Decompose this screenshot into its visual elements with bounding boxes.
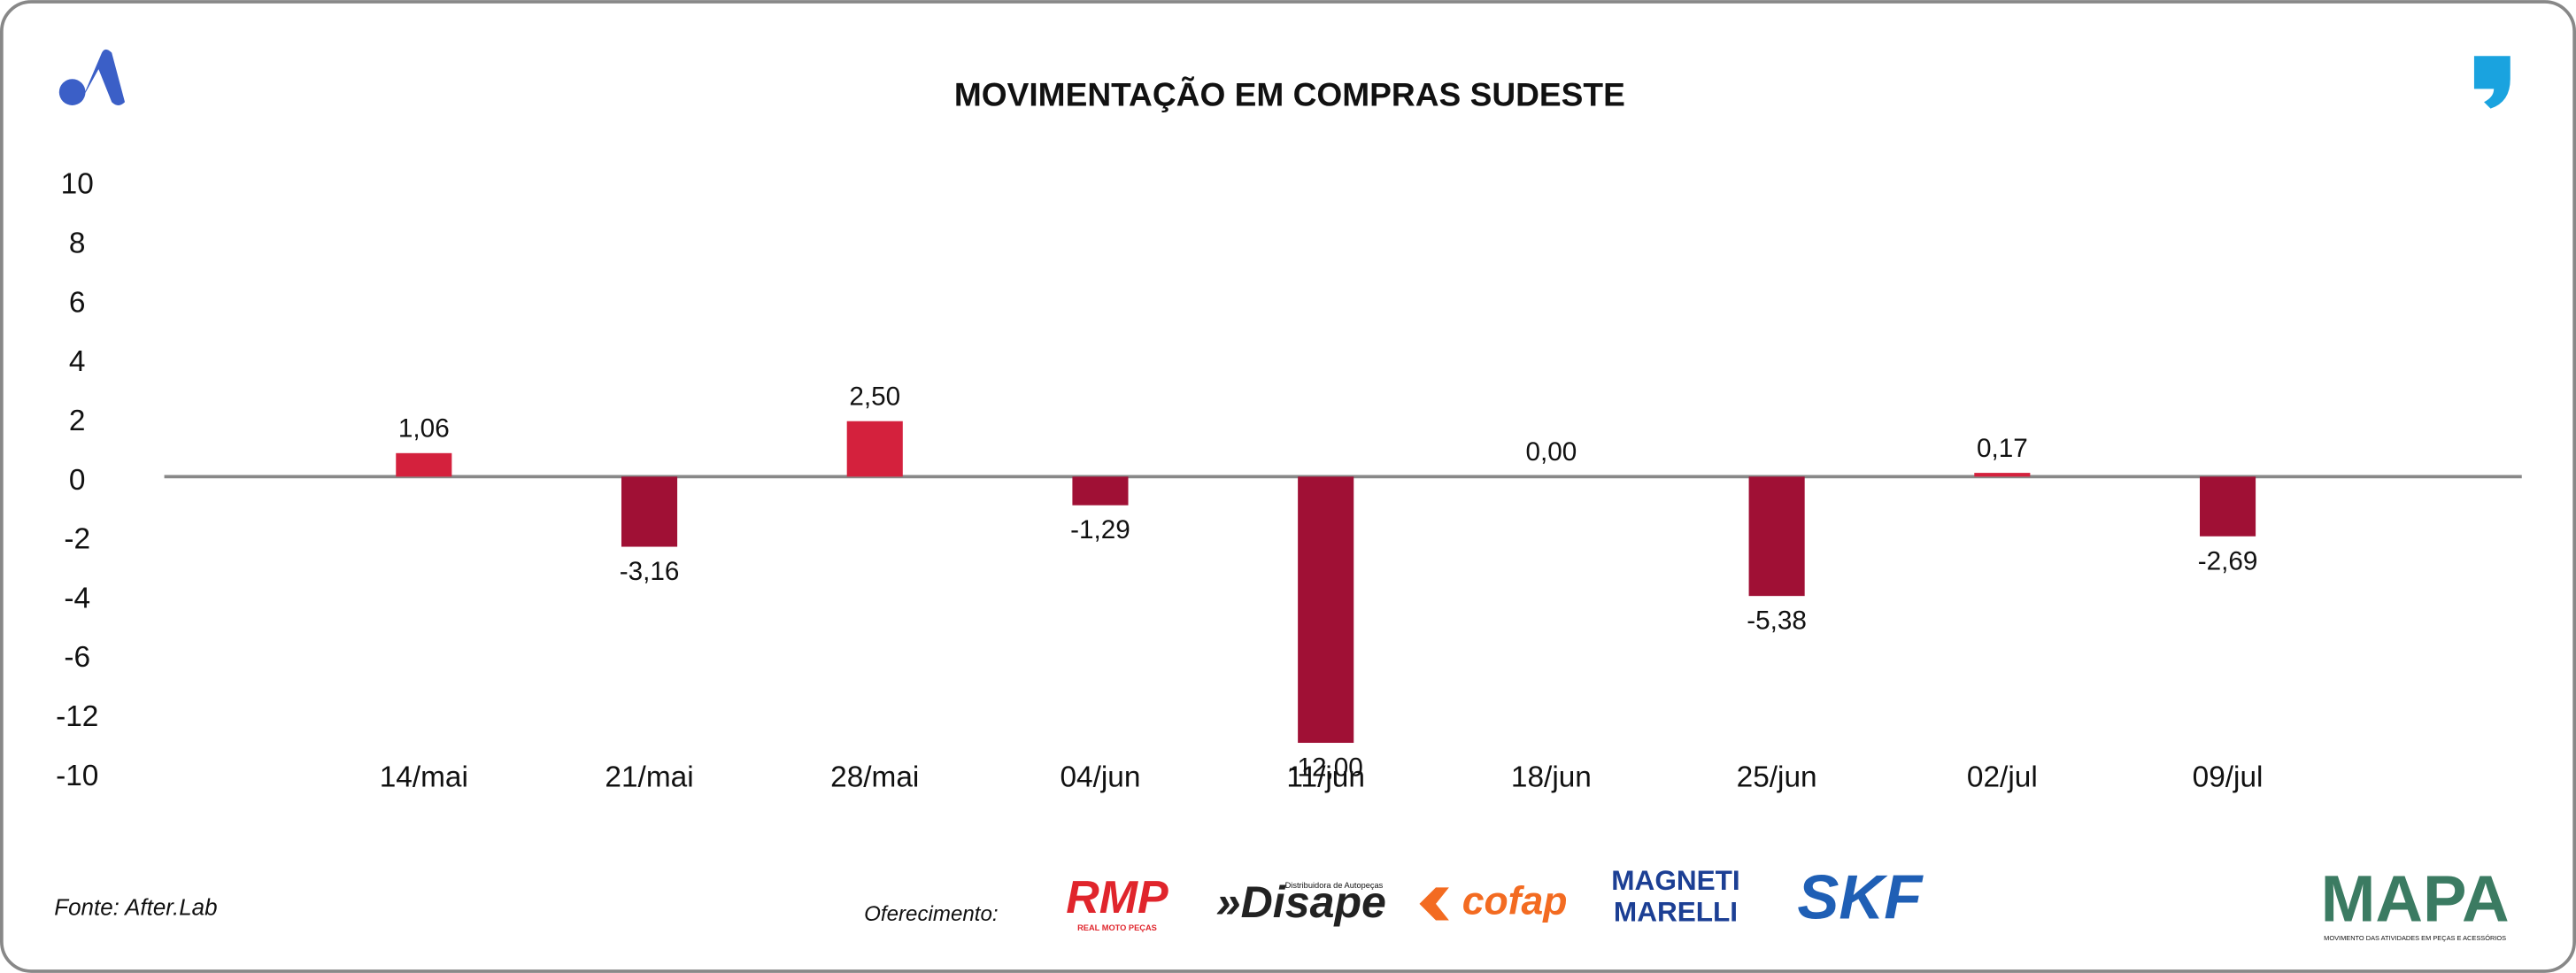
y-axis-label: -2 [64,523,90,556]
y-axis-label: -10 [56,760,98,792]
y-axis-label: -4 [64,582,90,614]
brand: MAPA [2321,861,2510,935]
sponsor-rmp-sub: REAL MOTO PEÇAS [1077,923,1157,932]
y-axis-label: 4 [69,345,86,378]
sponsor-disape: »Disape [1216,877,1386,927]
value-label: 0,00 [1526,437,1577,467]
y-axis-label: -6 [64,641,90,674]
bar [846,421,903,477]
sponsor-intro: Oferecimento: [864,902,998,926]
sponsor-marelli: MARELLI [1614,895,1738,927]
y-axis-label: 6 [69,286,86,319]
y-axis-label: 8 [69,228,86,260]
sponsor-magneti: MAGNETI [1611,864,1739,896]
x-tick-label: 04/jun [1060,761,1140,794]
value-label: -5,38 [1747,606,1807,636]
bar [621,476,678,547]
sponsor-disape-sub: Distribuidora de Autopeças [1285,881,1384,890]
y-axis-label: 2 [69,405,86,437]
logo-a [58,49,126,105]
value-label: 2,50 [849,382,900,412]
sponsor-rmp: RMP [1066,872,1168,923]
x-tick-label: 28/mai [830,761,919,794]
x-tick-label: 21/mai [605,761,693,794]
x-tick-label: 09/jul [2193,761,2264,794]
bar [2200,476,2256,537]
x-tick-label: 11/jun [1286,761,1365,794]
value-label: 1,06 [398,414,450,444]
x-tick-label: 25/jun [1737,761,1817,794]
y-axis-label: 10 [61,168,94,201]
brand-sub: MOVIMENTO DAS ATIVIDADES EM PEÇAS E ACES… [2324,934,2506,942]
value-label: -2,69 [2198,546,2258,575]
bar [1748,476,1805,597]
source: Fonte: After.Lab [54,893,217,920]
y-axis-label: -12 [56,700,98,733]
bar [1072,476,1129,506]
y-axis-label: 0 [69,464,86,497]
value-label: -1,29 [1070,515,1130,544]
bar [396,452,452,477]
x-tick-label: 18/jun [1511,761,1592,794]
bar [1974,473,2031,477]
logo-quote [2473,56,2510,109]
bar [1298,476,1354,744]
sponsor-skf: SKF [1797,862,1924,932]
value-label: 0,17 [1977,434,2028,463]
value-label: -12,00 [1289,753,1363,783]
x-tick-label: 14/mai [380,761,468,794]
value-label: -3,16 [620,557,680,586]
chart-title: MOVIMENTAÇÃO EM COMPRAS SUDESTE [954,75,1625,112]
sponsor-cofap: cofap [1462,880,1568,923]
cofap-mark [1419,887,1449,921]
x-tick-label: 02/jul [1967,761,2038,794]
